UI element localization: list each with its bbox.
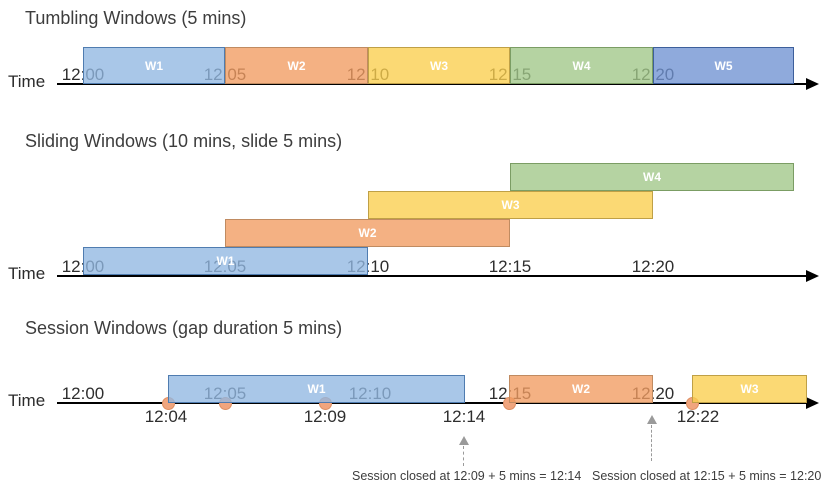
tumbling-title: Tumbling Windows (5 mins) (25, 8, 247, 28)
session-close-label-12-14: 12:14 (442, 407, 486, 426)
tumbling-window-w1-label: W1 (145, 58, 163, 73)
sliding-axis-arrowhead-icon (806, 269, 819, 282)
tumbling-window-w2-bar: W2 (225, 47, 368, 84)
session-close-annotation-1: Session closed at 12:09 + 5 mins = 12:14 (352, 469, 582, 483)
session-close-up-arrow-stem (651, 425, 653, 461)
sliding-title: Sliding Windows (10 mins, slide 5 mins) (25, 131, 343, 151)
session-window-w1-bar: W1 (168, 375, 465, 403)
session-axis-arrowhead-icon (806, 396, 819, 409)
sliding-window-w4-label: W4 (643, 170, 661, 184)
session-window-w3-label: W3 (740, 382, 759, 396)
sliding-window-w3-bar: W3 (368, 191, 653, 219)
sliding-tick-12-20: 12:20 (631, 256, 675, 276)
session-window-w2-bar: W2 (509, 375, 653, 403)
session-close-up-arrow-icon (647, 415, 657, 424)
sliding-window-w1-label: W1 (216, 254, 235, 268)
sliding-time-axis-label: Time (8, 264, 46, 283)
session-close-up-arrow-icon (459, 436, 469, 445)
sliding-window-w4-bar: W4 (510, 163, 794, 191)
sliding-window-w2-label: W2 (358, 226, 377, 240)
tumbling-window-w4-bar: W4 (510, 47, 653, 84)
tumbling-axis-arrowhead-icon (806, 77, 819, 90)
session-window-w3-bar: W3 (692, 375, 807, 403)
sliding-time-axis (57, 274, 807, 277)
sliding-tick-12-15: 12:15 (488, 256, 532, 276)
session-tick-12-00: 12:00 (61, 383, 105, 403)
session-time-axis-label: Time (8, 391, 46, 410)
tumbling-window-w2-label: W2 (287, 58, 306, 73)
sliding-window-w1-bar: W1 (83, 247, 368, 275)
session-window-w2-label: W2 (572, 382, 590, 396)
session-event-label-12-04: 12:04 (144, 407, 188, 426)
tumbling-window-w5-bar: W5 (653, 47, 794, 84)
tumbling-window-w4-label: W4 (572, 58, 591, 73)
tumbling-window-w3-bar: W3 (368, 47, 510, 84)
tumbling-window-w1-bar: W1 (83, 47, 225, 84)
session-event-label-12-22: 12:22 (676, 407, 720, 426)
session-close-annotation-2: Session closed at 12:15 + 5 mins = 12:20 (592, 469, 822, 483)
tumbling-window-w5-label: W5 (714, 58, 733, 73)
sliding-window-w2-bar: W2 (225, 219, 510, 247)
tumbling-time-axis-label: Time (8, 72, 46, 91)
session-event-label-12-09: 12:09 (303, 407, 347, 426)
sliding-window-w3-label: W3 (501, 198, 520, 212)
tumbling-window-w3-label: W3 (430, 58, 448, 73)
session-window-w1-label: W1 (307, 382, 326, 396)
session-title: Session Windows (gap duration 5 mins) (25, 318, 343, 338)
session-close-up-arrow-stem (463, 446, 465, 466)
